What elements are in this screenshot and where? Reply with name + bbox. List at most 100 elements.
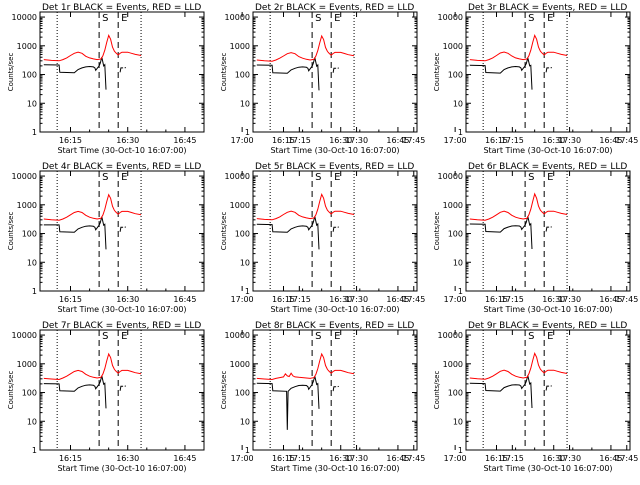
events-series-line bbox=[256, 57, 339, 91]
chart-title: Det 8r BLACK = Events, RED = LLD bbox=[255, 321, 414, 331]
chart-title: Det 6r BLACK = Events, RED = LLD bbox=[468, 162, 627, 172]
y-tick-label: 1 bbox=[245, 128, 250, 137]
y-tick-label: 1 bbox=[245, 287, 250, 296]
x-tick-label: 17:15 bbox=[501, 136, 524, 145]
events-series-line bbox=[43, 57, 126, 90]
x-tick-label: 16:45 bbox=[386, 136, 409, 145]
plot-frame bbox=[39, 170, 205, 292]
x-tick-label: 16:15 bbox=[272, 295, 295, 304]
plot-frame bbox=[39, 11, 205, 133]
y-tick-label: 1 bbox=[245, 446, 250, 455]
y-tick-label: 10000 bbox=[225, 172, 250, 181]
y-tick-label: 100 bbox=[448, 389, 463, 398]
y-axis-label: Counts/sec bbox=[433, 53, 441, 92]
region-label-end: E bbox=[334, 13, 340, 24]
chart-panel: Det 2r BLACK = Events, RED = LLD 1 10 100 10… bbox=[220, 3, 638, 155]
x-tick-label: 16:30 bbox=[542, 295, 565, 304]
y-tick-label: 1000 bbox=[17, 360, 37, 369]
x-tick-label: 16:45 bbox=[173, 136, 196, 145]
y-tick-label: 100 bbox=[22, 389, 37, 398]
y-tick-label: 10 bbox=[453, 99, 463, 108]
x-tick-label: 17:45 bbox=[615, 454, 638, 463]
events-series-line bbox=[256, 376, 339, 430]
x-tick-label: 16:45 bbox=[386, 295, 409, 304]
x-tick-label: 17:45 bbox=[402, 136, 425, 145]
y-tick-label: 1 bbox=[458, 287, 463, 296]
region-label-end: E bbox=[547, 331, 553, 342]
region-label-start: S bbox=[102, 13, 108, 24]
y-tick-label: 10000 bbox=[438, 331, 463, 340]
region-label-end: E bbox=[121, 172, 127, 183]
chart-title: Det 5r BLACK = Events, RED = LLD bbox=[255, 162, 414, 172]
chart-panel: Det 9r BLACK = Events, RED = LLD 1 10 100 10… bbox=[433, 321, 631, 473]
x-axis-label: Start Time (30-Oct-10 16:07:00) bbox=[483, 464, 612, 473]
chart-panel: Det 4r BLACK = Events, RED = LLD 1 10 100 10… bbox=[7, 162, 425, 314]
x-tick-label: 17:00 bbox=[231, 295, 254, 304]
y-tick-label: 10 bbox=[240, 258, 250, 267]
y-tick-label: 1 bbox=[32, 446, 37, 455]
x-tick-label: 17:00 bbox=[444, 136, 467, 145]
y-tick-label: 100 bbox=[22, 71, 37, 80]
x-tick-label: 16:45 bbox=[386, 454, 409, 463]
chart-title: Det 1r BLACK = Events, RED = LLD bbox=[42, 3, 201, 13]
region-label-start: S bbox=[528, 172, 534, 183]
x-axis-label: Start Time (30-Oct-10 16:07:00) bbox=[483, 305, 612, 314]
plot-frame bbox=[465, 11, 631, 133]
x-axis-label: Start Time (30-Oct-10 16:07:00) bbox=[57, 146, 186, 155]
x-tick-label: 17:45 bbox=[615, 295, 638, 304]
y-axis-label: Counts/sec bbox=[7, 53, 15, 92]
y-tick-label: 1 bbox=[32, 287, 37, 296]
x-tick-label: 17:15 bbox=[288, 454, 311, 463]
chart-title: Det 9r BLACK = Events, RED = LLD bbox=[468, 321, 627, 331]
plot-frame bbox=[252, 11, 418, 133]
x-tick-label: 16:30 bbox=[329, 136, 352, 145]
x-axis-label: Start Time (30-Oct-10 16:07:00) bbox=[270, 305, 399, 314]
y-tick-label: 10 bbox=[453, 417, 463, 426]
x-tick-label: 16:45 bbox=[173, 295, 196, 304]
x-axis-label: Start Time (30-Oct-10 16:07:00) bbox=[483, 146, 612, 155]
region-label-start: S bbox=[528, 331, 534, 342]
x-tick-label: 16:15 bbox=[59, 454, 82, 463]
x-tick-label: 17:00 bbox=[231, 454, 254, 463]
y-tick-label: 1000 bbox=[17, 201, 37, 210]
x-tick-label: 16:30 bbox=[542, 136, 565, 145]
x-tick-label: 17:30 bbox=[345, 454, 368, 463]
plot-frame bbox=[465, 170, 631, 292]
events-series-line bbox=[256, 216, 339, 250]
x-tick-label: 16:30 bbox=[329, 454, 352, 463]
lld-series-line bbox=[256, 352, 355, 381]
chart-panel: Det 6r BLACK = Events, RED = LLD 1 10 100 10… bbox=[433, 162, 631, 314]
region-label-end: E bbox=[334, 172, 340, 183]
y-tick-label: 1000 bbox=[230, 360, 250, 369]
x-tick-label: 16:45 bbox=[599, 295, 622, 304]
region-label-end: E bbox=[334, 331, 340, 342]
region-label-end: E bbox=[121, 331, 127, 342]
y-tick-label: 10 bbox=[453, 258, 463, 267]
y-tick-label: 1000 bbox=[230, 42, 250, 51]
y-axis-label: Counts/sec bbox=[7, 371, 15, 410]
y-tick-label: 1000 bbox=[443, 42, 463, 51]
x-tick-label: 17:00 bbox=[444, 295, 467, 304]
events-series-line bbox=[43, 216, 126, 250]
lld-series-line bbox=[43, 34, 142, 62]
y-tick-label: 100 bbox=[448, 230, 463, 239]
x-axis-label: Start Time (30-Oct-10 16:07:00) bbox=[57, 305, 186, 314]
x-tick-label: 16:30 bbox=[542, 454, 565, 463]
x-axis-label: Start Time (30-Oct-10 16:07:00) bbox=[270, 146, 399, 155]
events-series-line bbox=[469, 216, 552, 250]
chart-title: Det 7r BLACK = Events, RED = LLD bbox=[42, 321, 201, 331]
x-tick-label: 17:00 bbox=[231, 136, 254, 145]
y-tick-label: 10 bbox=[27, 258, 37, 267]
x-tick-label: 16:30 bbox=[116, 295, 139, 304]
x-tick-label: 16:30 bbox=[116, 136, 139, 145]
x-tick-label: 17:45 bbox=[402, 454, 425, 463]
y-tick-label: 10000 bbox=[438, 13, 463, 22]
plot-frame bbox=[465, 329, 631, 451]
region-label-end: E bbox=[547, 172, 553, 183]
y-tick-label: 10 bbox=[240, 99, 250, 108]
chart-title: Det 4r BLACK = Events, RED = LLD bbox=[42, 162, 201, 172]
x-tick-label: 17:15 bbox=[288, 295, 311, 304]
chart-panel: Det 8r BLACK = Events, RED = LLD 1 10 100 10… bbox=[220, 321, 638, 473]
x-tick-label: 16:15 bbox=[59, 295, 82, 304]
